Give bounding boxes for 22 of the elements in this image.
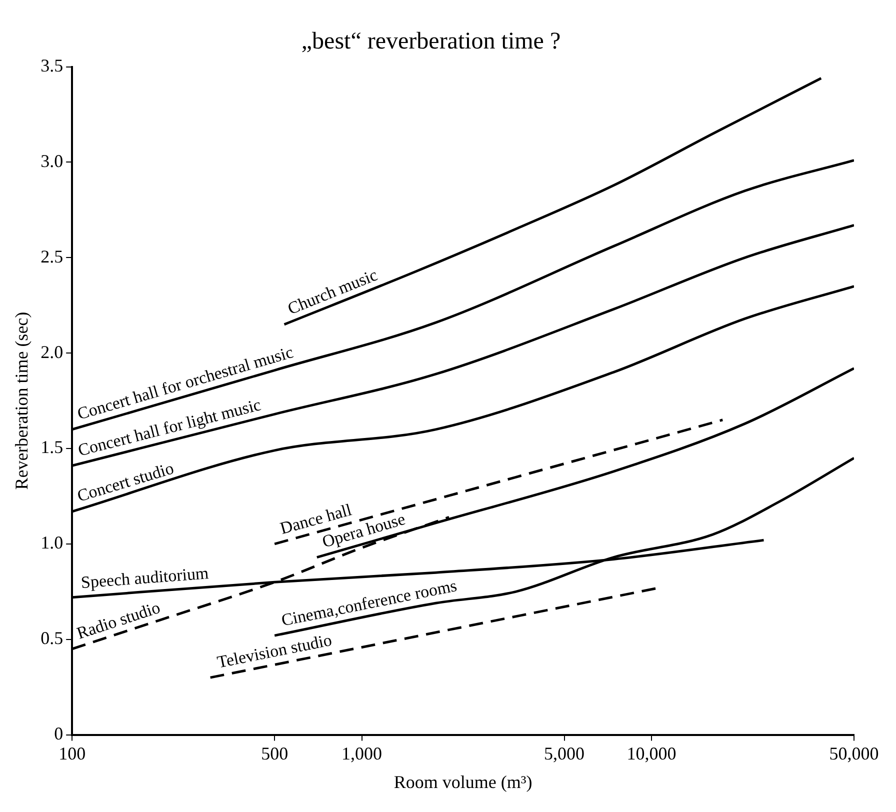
y-tick-label: 3.0 [40, 150, 64, 171]
y-tick-label: 1.5 [40, 437, 64, 458]
y-tick-label: 3.5 [40, 56, 64, 76]
text: Church music [285, 265, 381, 318]
y-tick-label: 2.0 [40, 342, 64, 362]
x-tick-label: 10,000 [626, 743, 676, 764]
y-tick-label: 2.5 [40, 246, 64, 266]
x-tick-label: 50,000 [829, 743, 879, 764]
series-label: Speech auditorium [80, 564, 210, 592]
x-tick-label: 1,000 [342, 743, 382, 764]
text: Television studio [216, 630, 334, 672]
text: Radio studio [74, 598, 162, 643]
x-tick-label: 500 [261, 743, 288, 764]
y-tick-label: 0.5 [40, 628, 64, 648]
y-tick-label: 1.0 [40, 532, 64, 553]
y-tick-label: 0 [54, 724, 64, 744]
text: Concert studio [74, 458, 176, 506]
chart-title: „best“ reverberation time ? [301, 28, 561, 55]
y-axis-title: Reverberation time (sec) [12, 312, 32, 490]
x-tick-label: 5,000 [544, 743, 585, 764]
x-tick-label: 100 [58, 743, 86, 764]
x-axis-title: Room volume (m³) [394, 772, 532, 792]
